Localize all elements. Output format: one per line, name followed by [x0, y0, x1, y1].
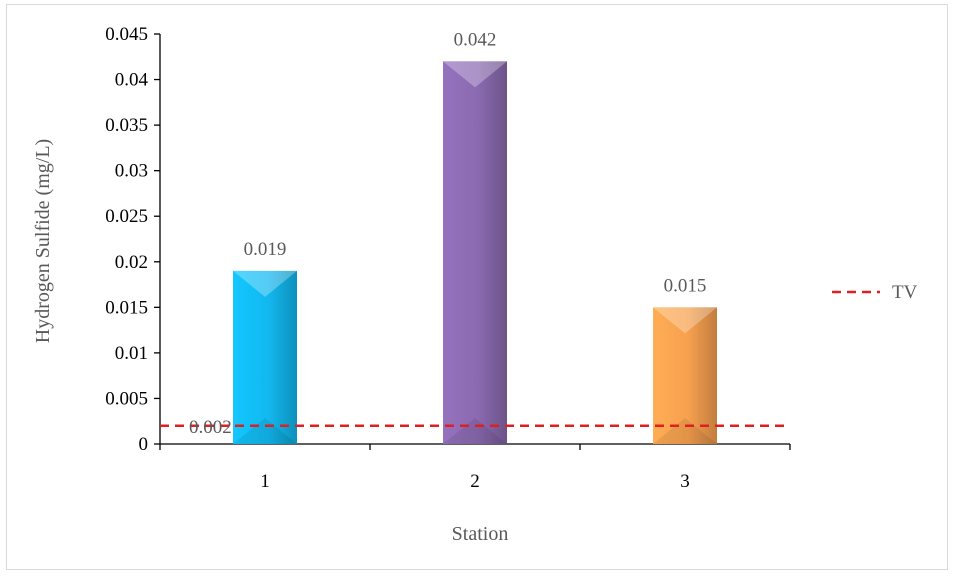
y-axis: 0 0.005 0.01 0.015 0.02 0.025 0.03 0.035 0.04 0.0…: [105, 24, 161, 455]
data-label-station-3: 0.015: [664, 275, 707, 296]
bar-bevel-bottom: [443, 418, 507, 444]
y-tick-label: 0.045: [105, 24, 148, 45]
bar-bevel-bottom: [653, 418, 717, 444]
y-tick-label: 0.005: [105, 388, 148, 409]
y-tick-label: 0.02: [115, 252, 148, 273]
y-tick-label: 0.025: [105, 206, 148, 227]
bar-bevel-bottom: [233, 418, 297, 444]
data-labels: 0.019 0.042 0.015: [244, 29, 707, 296]
legend: TV: [832, 282, 918, 303]
x-axis: 1 2 3: [159, 443, 791, 492]
y-axis-title: Hydrogen Sulfide (mg/L): [32, 139, 54, 343]
x-axis-title: Station: [452, 523, 509, 545]
data-label-station-2: 0.042: [454, 29, 497, 50]
bar-station-1: [233, 270, 297, 444]
bar-bevel-top: [653, 307, 717, 334]
threshold-value-label: 0.002: [189, 417, 232, 438]
y-tick-label: 0.015: [105, 297, 148, 318]
bar-bevel-top: [233, 270, 297, 297]
bar-station-3: [653, 307, 717, 444]
bars: [233, 61, 717, 444]
y-tick-label: 0.03: [115, 161, 148, 182]
y-tick-label: 0.01: [115, 343, 148, 364]
legend-label-tv: TV: [892, 282, 918, 303]
bar-bevel-top: [443, 61, 507, 88]
y-tick-label: 0.04: [115, 70, 149, 91]
x-tick-label: 2: [470, 471, 480, 492]
threshold-line-group: 0.002: [160, 417, 790, 438]
x-tick-label: 3: [680, 471, 690, 492]
bar-station-2: [443, 61, 507, 444]
y-tick-label: 0: [139, 434, 149, 455]
data-label-station-1: 0.019: [244, 239, 287, 260]
y-tick-label: 0.035: [105, 115, 148, 136]
x-tick-label: 1: [260, 471, 270, 492]
